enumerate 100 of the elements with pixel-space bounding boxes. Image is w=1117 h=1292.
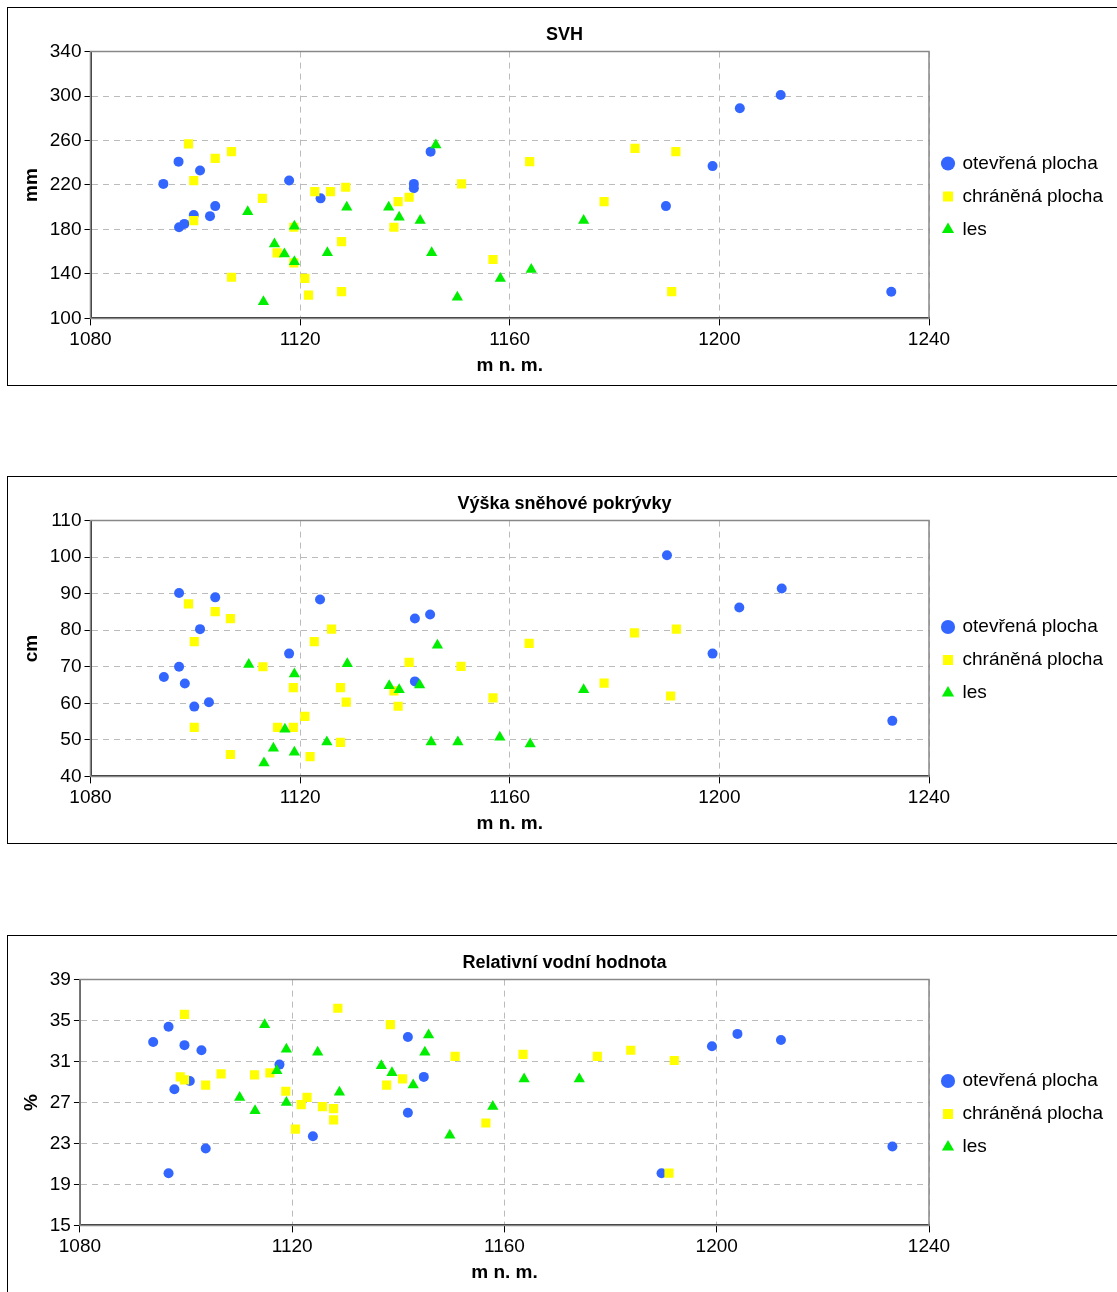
point	[404, 192, 414, 202]
point	[430, 138, 442, 149]
x-tick-label: 1200	[698, 328, 741, 350]
point	[452, 735, 464, 746]
point	[210, 607, 220, 617]
point	[402, 1107, 413, 1118]
point	[317, 1102, 328, 1112]
y-tick-label: 90	[60, 581, 82, 603]
point	[335, 737, 346, 748]
point	[578, 683, 590, 694]
point	[278, 247, 291, 258]
point	[226, 147, 237, 157]
point	[418, 1071, 429, 1082]
legend-label: otevřená plocha	[962, 151, 1099, 173]
point	[179, 1040, 190, 1051]
point	[422, 1028, 435, 1039]
x-tick-label: 1080	[69, 328, 112, 350]
y-tick-label: 15	[49, 1213, 71, 1235]
point	[426, 246, 438, 257]
x-tick-label: 1200	[695, 1235, 738, 1257]
point	[413, 678, 426, 689]
point	[169, 1084, 180, 1095]
point	[210, 201, 221, 212]
y-tick-label: 35	[49, 1008, 71, 1030]
point	[288, 722, 298, 733]
point	[210, 592, 221, 603]
point	[179, 1075, 190, 1085]
point	[666, 691, 676, 701]
point	[776, 583, 787, 594]
point	[174, 661, 185, 672]
point	[425, 735, 437, 746]
point	[243, 658, 255, 668]
point	[431, 638, 444, 649]
point	[494, 730, 506, 741]
x-tick-label: 1080	[69, 786, 112, 808]
point	[300, 711, 310, 722]
legend-label: les	[962, 1135, 987, 1157]
point	[524, 638, 534, 648]
point	[525, 262, 537, 273]
point	[196, 1045, 207, 1056]
point	[333, 1003, 343, 1013]
point	[450, 1051, 460, 1062]
y-tick-label: 100	[49, 545, 82, 567]
point	[887, 1141, 898, 1152]
point	[183, 599, 194, 609]
y-tick-label: 27	[49, 1090, 71, 1112]
x-axis-title: m n. m.	[476, 353, 544, 375]
point	[158, 178, 169, 189]
point	[307, 1131, 318, 1142]
point	[200, 1143, 211, 1154]
point	[524, 737, 536, 748]
x-tick-label: 1120	[279, 328, 321, 350]
point	[335, 683, 346, 693]
point	[669, 1055, 679, 1066]
point	[389, 222, 399, 232]
legend-label: les	[962, 217, 987, 239]
point	[393, 197, 403, 207]
y-tick-label: 340	[49, 39, 82, 61]
point	[267, 741, 280, 752]
y-tick-label: 40	[60, 764, 82, 786]
point	[488, 693, 498, 703]
x-tick-label: 1240	[907, 328, 951, 350]
point	[321, 246, 334, 257]
point	[661, 550, 672, 561]
point	[341, 200, 353, 211]
point	[341, 182, 351, 192]
point	[409, 613, 420, 624]
point	[249, 1070, 260, 1080]
y-tick-label: 110	[51, 508, 82, 530]
point	[707, 161, 718, 172]
point	[375, 1059, 387, 1069]
point	[382, 1080, 392, 1090]
point	[225, 749, 236, 760]
point	[402, 1031, 413, 1042]
point	[341, 657, 353, 668]
point	[525, 157, 535, 167]
y-axis-title: cm	[19, 634, 41, 663]
point	[456, 661, 466, 671]
point	[303, 290, 314, 300]
point	[183, 139, 194, 149]
y-tick-label: 220	[49, 173, 82, 195]
point	[268, 237, 281, 248]
point	[288, 745, 300, 756]
x-axis-title: m n. m.	[476, 811, 544, 833]
point	[225, 613, 236, 624]
point	[393, 701, 403, 711]
point	[329, 1115, 339, 1125]
x-tick-label: 1160	[489, 328, 531, 350]
point	[734, 602, 745, 613]
point	[309, 636, 319, 647]
point	[386, 1066, 398, 1077]
point	[333, 1085, 346, 1096]
point	[494, 271, 506, 282]
point	[179, 218, 190, 229]
point	[310, 187, 320, 197]
x-tick-label: 1160	[484, 1235, 525, 1257]
y-tick-label: 180	[49, 217, 82, 239]
x-tick-label: 1160	[489, 786, 531, 808]
point	[397, 1074, 408, 1084]
point	[732, 1028, 743, 1039]
